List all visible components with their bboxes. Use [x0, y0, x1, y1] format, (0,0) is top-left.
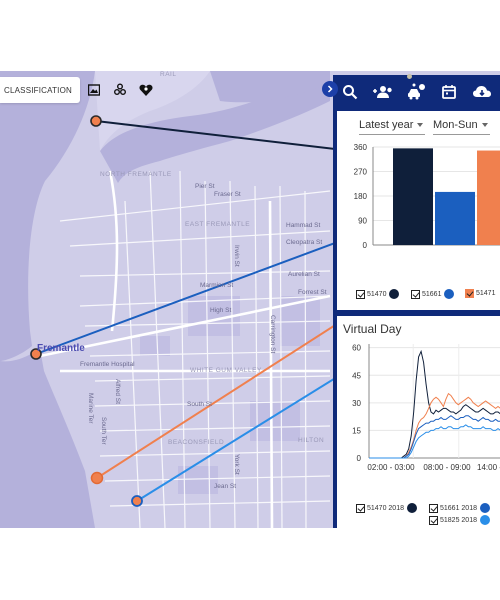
- legend-item-51470-2018[interactable]: 51470 2018: [356, 503, 417, 513]
- street-label: South Ter: [100, 417, 107, 445]
- bar-51661: [435, 191, 475, 245]
- cloud-download-icon[interactable]: [465, 75, 498, 108]
- suburb-label-hilton: HILTON: [298, 437, 325, 444]
- panel-toolbar: [333, 75, 500, 108]
- street-label: South St: [187, 401, 212, 408]
- sensor-marker-51470[interactable]: [90, 115, 102, 127]
- checkbox-icon[interactable]: [429, 515, 438, 525]
- y-tick-label: 0: [357, 454, 362, 463]
- sensor-marker-51825[interactable]: [131, 495, 143, 507]
- checkbox-icon[interactable]: [465, 289, 474, 298]
- legend-label: 51661 2018: [440, 504, 477, 512]
- legend-item-51471[interactable]: 51471: [465, 289, 495, 298]
- street-label: Jean St: [214, 483, 237, 490]
- add-people-icon[interactable]: [366, 75, 399, 108]
- virtual-day-card: Virtual Day 0 15 30 45 60 02:00 - 03:00 08:00 …: [337, 316, 500, 528]
- street-label: Forrest St: [298, 289, 327, 296]
- checkbox-icon[interactable]: [356, 289, 365, 299]
- days-select-value: Mon-Sun: [433, 119, 478, 131]
- street-label: Marine Ter: [87, 393, 94, 424]
- period-select-value: Latest year: [359, 119, 414, 131]
- checkbox-icon[interactable]: [356, 503, 365, 513]
- app-frame: RAIL NORTH FREMANTLE EAST FREMANTLE WHIT…: [0, 71, 500, 528]
- poi-label: Fremantle Hospital: [80, 361, 135, 368]
- traffic-icon[interactable]: [399, 75, 432, 108]
- suburb-label-east-fremantle: EAST FREMANTLE: [185, 221, 251, 228]
- street-label: Aurelian St: [288, 271, 320, 278]
- legend-item-51825-2018[interactable]: 51825 2018: [429, 515, 490, 525]
- chevron-right-icon[interactable]: [322, 81, 338, 97]
- suburb-label-rail: RAIL: [160, 71, 177, 78]
- y-tick-label: 270: [354, 168, 368, 177]
- legend-swatch: [444, 289, 455, 299]
- legend-label: 51661: [422, 290, 442, 298]
- legend-label: 51470: [367, 290, 387, 298]
- x-tick-label: 14:00 -: [477, 463, 500, 472]
- street-label: Pier St: [195, 183, 215, 190]
- legend-swatch: [406, 503, 417, 513]
- map-toolbar: CLASSIFICATION: [0, 77, 158, 103]
- legend-swatch: [389, 289, 400, 299]
- sensor-marker-51661[interactable]: [30, 348, 42, 360]
- bar-chart: 0 90 180 270 360: [354, 143, 500, 250]
- legend-item-51661[interactable]: 51661: [411, 289, 455, 299]
- y-tick-label: 0: [363, 241, 368, 250]
- image-icon[interactable]: [82, 78, 106, 102]
- legend-item-51470[interactable]: 51470: [356, 289, 400, 299]
- legend-label: 51471: [476, 290, 496, 297]
- street-label: Marmion St: [200, 282, 234, 289]
- line-chart: 0 15 30 45 60 02:00 - 03:00 08:00 - 09:00 14:00…: [352, 344, 500, 472]
- legend-label: 51825 2018: [440, 516, 477, 524]
- y-tick-label: 90: [358, 217, 367, 226]
- search-icon[interactable]: [333, 75, 366, 108]
- street-label: Carrington St: [269, 315, 276, 354]
- street-label: Alfred St: [114, 379, 121, 404]
- bar-51471: [477, 150, 500, 245]
- street-label: York St: [233, 454, 240, 475]
- street-label: High St: [210, 307, 232, 314]
- y-tick-label: 60: [352, 344, 361, 353]
- totals-card: Latest year Mon-Sun 0 90 180 270 360 51470 5…: [337, 111, 500, 310]
- calendar-icon[interactable]: [432, 75, 465, 108]
- legend-item-51661-2018[interactable]: 51661 2018: [429, 503, 490, 513]
- heart-badge-icon[interactable]: [134, 78, 158, 102]
- suburb-label-beaconsfield: BEACONSFIELD: [168, 439, 225, 446]
- analytics-panel: Latest year Mon-Sun 0 90 180 270 360 51470 5…: [333, 74, 500, 528]
- suburb-label-north-fremantle: NORTH FREMANTLE: [100, 171, 172, 178]
- city-label: Fremantle: [37, 343, 85, 354]
- y-tick-label: 180: [354, 192, 368, 201]
- legend-swatch: [479, 515, 490, 525]
- notification-dot: [407, 74, 412, 79]
- street-label: Cleopatra St: [286, 239, 323, 246]
- legend-label: 51470 2018: [367, 504, 404, 512]
- card-title: Virtual Day: [343, 322, 402, 336]
- x-tick-label: 02:00 - 03:00: [367, 463, 415, 472]
- classification-button[interactable]: CLASSIFICATION: [0, 77, 80, 103]
- line-series-2: [369, 415, 500, 459]
- legend-swatch: [479, 503, 490, 513]
- suburb-label-white-gum-valley: WHITE GUM VALLEY: [190, 367, 262, 374]
- days-select[interactable]: Mon-Sun: [433, 119, 490, 135]
- y-tick-label: 30: [352, 399, 361, 408]
- sensor-marker-51471[interactable]: [90, 471, 104, 485]
- period-select[interactable]: Latest year: [359, 119, 426, 135]
- street-label: Hammad St: [286, 222, 321, 229]
- checkbox-icon[interactable]: [429, 503, 438, 513]
- bar-51470: [393, 148, 433, 245]
- x-tick-label: 08:00 - 09:00: [423, 463, 471, 472]
- y-tick-label: 360: [354, 143, 368, 152]
- y-tick-label: 15: [352, 426, 361, 435]
- checkbox-icon[interactable]: [411, 289, 420, 299]
- share-nodes-icon[interactable]: [108, 78, 132, 102]
- street-label: Fraser St: [214, 191, 241, 198]
- street-label: Irwin St: [233, 245, 240, 267]
- line-series-3: [369, 424, 500, 459]
- y-tick-label: 45: [352, 371, 361, 380]
